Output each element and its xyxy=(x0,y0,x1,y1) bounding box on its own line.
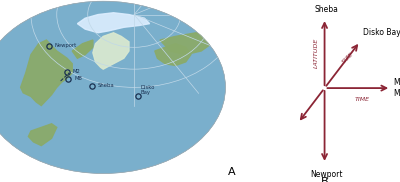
Text: M8: M8 xyxy=(393,78,400,87)
Text: M2: M2 xyxy=(393,89,400,98)
Text: Disko
Bay: Disko Bay xyxy=(140,85,154,95)
Polygon shape xyxy=(93,33,129,69)
Text: M2: M2 xyxy=(72,69,80,74)
Text: Newport: Newport xyxy=(310,170,343,179)
Text: M8: M8 xyxy=(74,76,82,81)
Text: B: B xyxy=(321,177,328,182)
Circle shape xyxy=(0,1,226,174)
Polygon shape xyxy=(21,40,72,106)
Polygon shape xyxy=(77,13,150,33)
Text: Sheba: Sheba xyxy=(315,5,339,13)
Text: SIZE: SIZE xyxy=(341,51,354,64)
Polygon shape xyxy=(72,40,93,58)
Polygon shape xyxy=(160,33,212,55)
Text: Newport: Newport xyxy=(54,43,76,48)
Text: Sheba: Sheba xyxy=(98,83,115,88)
Text: TIME: TIME xyxy=(355,97,370,102)
Text: Disko Bay: Disko Bay xyxy=(363,28,400,37)
Polygon shape xyxy=(28,124,57,146)
Text: A: A xyxy=(228,167,236,177)
Text: LATITUDE: LATITUDE xyxy=(314,38,319,68)
Polygon shape xyxy=(155,44,191,66)
